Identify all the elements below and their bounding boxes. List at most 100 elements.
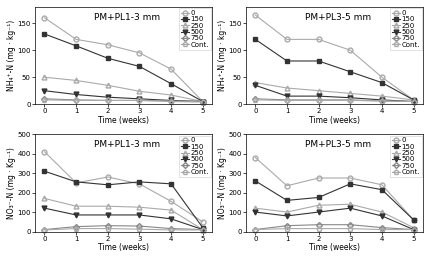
750	[316, 98, 321, 102]
150	[200, 226, 205, 229]
500	[42, 207, 47, 210]
500	[253, 211, 258, 214]
Cont.	[316, 227, 321, 230]
150	[169, 82, 174, 85]
Cont.	[379, 228, 384, 231]
0	[169, 200, 174, 203]
0	[200, 100, 205, 103]
0	[105, 175, 111, 178]
150	[42, 32, 47, 35]
0	[74, 38, 79, 41]
Line: 250: 250	[253, 80, 416, 102]
Cont.	[74, 227, 79, 230]
750	[137, 225, 142, 228]
0	[379, 183, 384, 186]
Text: PM+PL3-5 mm: PM+PL3-5 mm	[305, 13, 371, 22]
Line: 250: 250	[42, 196, 205, 232]
150	[379, 188, 384, 191]
750	[411, 100, 416, 103]
Y-axis label: NO₃⁻-N (mg · Kg⁻¹): NO₃⁻-N (mg · Kg⁻¹)	[7, 147, 16, 219]
250	[42, 76, 47, 79]
250	[348, 203, 353, 206]
250	[169, 208, 174, 212]
150	[200, 100, 205, 103]
Line: 500: 500	[253, 83, 416, 104]
750	[348, 223, 353, 226]
250	[379, 95, 384, 98]
500	[74, 93, 79, 96]
Cont.	[253, 228, 258, 231]
Cont.	[105, 227, 111, 230]
Y-axis label: NO₃⁻-N (mg · Kg⁻¹): NO₃⁻-N (mg · Kg⁻¹)	[218, 147, 227, 219]
750	[316, 223, 321, 226]
Line: 750: 750	[253, 222, 416, 232]
500	[42, 89, 47, 92]
500	[137, 213, 142, 217]
X-axis label: Time (weeks): Time (weeks)	[98, 243, 149, 252]
Line: 250: 250	[253, 202, 416, 230]
750	[253, 97, 258, 100]
Line: 250: 250	[42, 75, 205, 104]
X-axis label: Time (weeks): Time (weeks)	[98, 116, 149, 125]
150	[411, 218, 416, 221]
150	[284, 199, 289, 202]
250	[253, 81, 258, 84]
500	[379, 214, 384, 218]
250	[42, 197, 47, 200]
750	[105, 99, 111, 102]
750	[284, 98, 289, 102]
Legend: 0, 150, 250, 500, 750, Cont.: 0, 150, 250, 500, 750, Cont.	[390, 8, 422, 49]
250	[74, 205, 79, 208]
250	[105, 84, 111, 87]
Cont.	[411, 228, 416, 231]
Cont.	[137, 99, 142, 102]
150	[348, 70, 353, 73]
500	[169, 217, 174, 220]
Line: 0: 0	[253, 13, 416, 102]
Cont.	[348, 227, 353, 230]
0	[253, 13, 258, 17]
750	[253, 228, 258, 231]
Line: 150: 150	[42, 169, 205, 230]
500	[348, 207, 353, 210]
0	[316, 38, 321, 41]
X-axis label: Time (weeks): Time (weeks)	[309, 116, 360, 125]
250	[379, 211, 384, 214]
0	[200, 220, 205, 223]
500	[105, 96, 111, 99]
150	[74, 180, 79, 183]
250	[411, 226, 416, 229]
750	[105, 224, 111, 227]
Legend: 0, 150, 250, 500, 750, Cont.: 0, 150, 250, 500, 750, Cont.	[179, 8, 211, 49]
250	[284, 211, 289, 214]
500	[316, 211, 321, 214]
Cont.	[137, 228, 142, 231]
Line: 0: 0	[42, 149, 205, 224]
Text: PM+PL1-3 mm: PM+PL1-3 mm	[94, 13, 160, 22]
150	[169, 182, 174, 185]
150	[105, 57, 111, 60]
Line: 0: 0	[42, 15, 205, 104]
0	[284, 184, 289, 187]
750	[379, 226, 384, 229]
0	[105, 43, 111, 46]
Line: 0: 0	[253, 155, 416, 222]
750	[411, 228, 416, 231]
250	[411, 98, 416, 102]
500	[348, 96, 353, 99]
500	[284, 214, 289, 218]
Line: Cont.: Cont.	[253, 97, 416, 104]
150	[253, 179, 258, 183]
0	[411, 98, 416, 102]
750	[169, 227, 174, 230]
Text: PM+PL1-3 mm: PM+PL1-3 mm	[94, 140, 160, 149]
150	[42, 170, 47, 173]
0	[379, 76, 384, 79]
150	[137, 65, 142, 68]
Cont.	[316, 99, 321, 102]
Line: 750: 750	[43, 224, 205, 232]
150	[379, 81, 384, 84]
Line: 150: 150	[253, 178, 416, 222]
0	[169, 68, 174, 71]
750	[348, 98, 353, 102]
